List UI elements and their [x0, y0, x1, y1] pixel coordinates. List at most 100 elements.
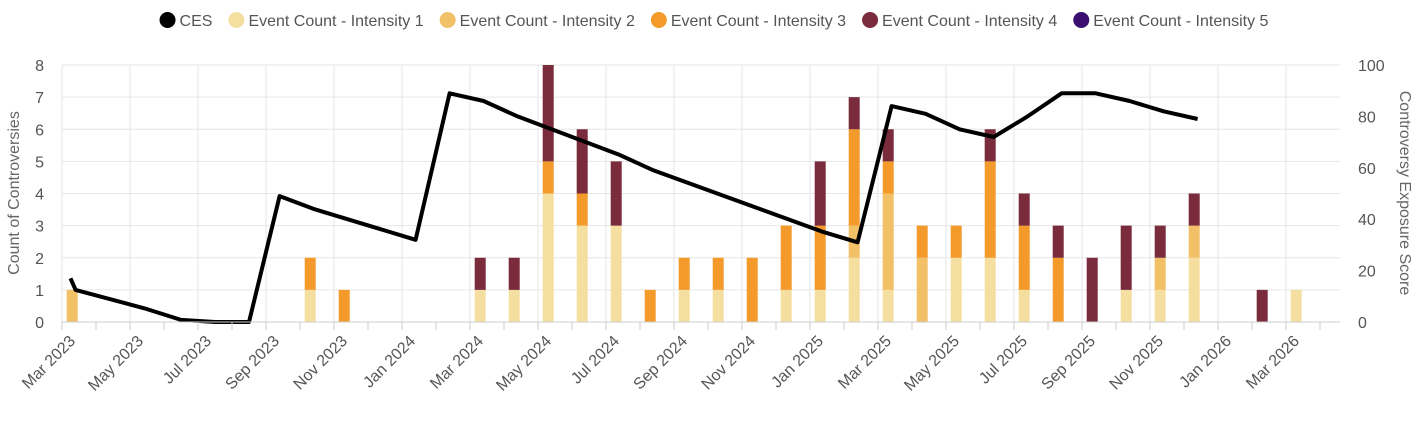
x-tick-label: Mar 2026	[1243, 333, 1303, 393]
bar-segment	[542, 193, 554, 322]
bar-segment	[1188, 257, 1200, 322]
bar-segment	[508, 257, 520, 290]
bar-segment	[916, 225, 928, 258]
bar-segment	[746, 257, 758, 322]
legend-label[interactable]: Event Count - Intensity 2	[460, 13, 635, 30]
bar-segment	[848, 129, 860, 226]
bar-segment	[678, 257, 690, 290]
bar-segment	[950, 257, 962, 322]
legend-marker	[439, 12, 456, 28]
bar-segment	[984, 257, 996, 322]
legend-label[interactable]: CES	[180, 13, 213, 30]
y-tick-label: 6	[35, 122, 44, 139]
bar-segment	[814, 161, 826, 226]
bar-segment	[338, 289, 350, 322]
bar-segment	[576, 225, 588, 322]
x-tick-label: Mar 2025	[835, 333, 895, 393]
bar-segment	[950, 225, 962, 258]
bar-segment	[1154, 225, 1166, 258]
bar-segment	[1086, 257, 1098, 322]
bar-segment	[882, 129, 894, 162]
bar-segment	[304, 257, 316, 290]
bar-segment	[1120, 289, 1132, 322]
bar-segment	[882, 289, 894, 322]
y2-tick-label: 100	[1358, 58, 1385, 75]
x-tick-label: Jul 2025	[976, 333, 1031, 388]
x-tick-label: Nov 2024	[699, 333, 760, 394]
y2-tick-label: 60	[1358, 161, 1376, 178]
y-axis-title-right: Controversy Exposure Score	[1396, 91, 1413, 296]
bar-segment	[984, 161, 996, 258]
bar-segment	[882, 161, 894, 194]
y-tick-label: 7	[35, 90, 44, 107]
x-tick-label: Sep 2024	[631, 333, 692, 394]
legend-marker	[1073, 12, 1090, 28]
x-tick-label: Jul 2024	[568, 333, 623, 388]
bar-segment	[780, 289, 792, 322]
x-tick-label: Jan 2024	[360, 333, 419, 392]
legend-label[interactable]: Event Count - Intensity 1	[248, 13, 423, 30]
y-tick-label: 3	[35, 219, 44, 236]
bar-segment	[1188, 193, 1200, 226]
legend-label[interactable]: Event Count - Intensity 3	[671, 13, 846, 30]
bar-segment	[474, 289, 486, 322]
gridlines	[61, 64, 1340, 323]
legend-marker	[650, 12, 667, 28]
bar-segment	[610, 225, 622, 322]
bar-segment	[712, 289, 724, 322]
x-tick-label: Sep 2025	[1039, 333, 1100, 394]
bar-segment	[916, 257, 928, 322]
x-tick-label: Sep 2023	[223, 333, 284, 394]
y-tick-label: 0	[35, 315, 44, 332]
bar-segment	[1154, 257, 1166, 290]
legend-marker	[862, 12, 879, 28]
bar-segment	[1154, 289, 1166, 322]
bar-segment	[882, 193, 894, 290]
y-axis-title-left: Count of Controversies	[6, 111, 23, 275]
x-tick-label: Jul 2023	[160, 333, 215, 388]
y2-tick-label: 80	[1358, 109, 1376, 126]
bar-segment	[1120, 225, 1132, 290]
bar-segment	[712, 257, 724, 290]
y-tick-label: 4	[35, 187, 44, 204]
bar-segment	[66, 289, 78, 322]
bar-segment	[848, 97, 860, 130]
y-tick-label: 1	[35, 283, 44, 300]
bar-segment	[1052, 257, 1064, 322]
bar-segment	[542, 161, 554, 194]
bar-segment	[1018, 289, 1030, 322]
x-tick-label: Nov 2025	[1107, 333, 1168, 394]
bar-segment	[576, 193, 588, 226]
bar-segment	[1052, 225, 1064, 258]
x-tick-label: Nov 2023	[291, 333, 352, 394]
bar-segment	[576, 129, 588, 194]
y2-tick-label: 0	[1358, 315, 1367, 332]
bar-segment	[984, 129, 996, 162]
x-tick-label: Jan 2026	[1176, 333, 1235, 392]
bar-segment	[848, 257, 860, 322]
bar-segment	[814, 289, 826, 322]
legend-marker	[228, 12, 245, 28]
bar-segment	[542, 65, 554, 162]
bar-segment	[304, 289, 316, 322]
legend: CES Event Count - Intensity 1 Event Count …	[159, 12, 1269, 30]
bar-segment	[1188, 225, 1200, 258]
x-tick-label: Mar 2023	[19, 333, 79, 393]
bar-segment	[610, 161, 622, 226]
legend-label[interactable]: Event Count - Intensity 4	[882, 13, 1057, 30]
bar-segment	[508, 289, 520, 322]
bar-segment	[780, 225, 792, 290]
x-tick-label: May 2023	[85, 333, 147, 395]
x-tick-label: Jan 2025	[768, 333, 827, 392]
x-tick-label: May 2025	[901, 333, 963, 395]
y2-tick-label: 40	[1358, 212, 1376, 229]
y-tick-label: 8	[35, 58, 44, 75]
y2-tick-label: 20	[1358, 264, 1376, 281]
legend-marker	[159, 12, 176, 28]
y-tick-label: 5	[35, 154, 44, 171]
x-tick-label: Mar 2024	[427, 333, 487, 393]
bar-segment	[644, 289, 656, 322]
legend-label[interactable]: Event Count - Intensity 5	[1093, 13, 1268, 30]
